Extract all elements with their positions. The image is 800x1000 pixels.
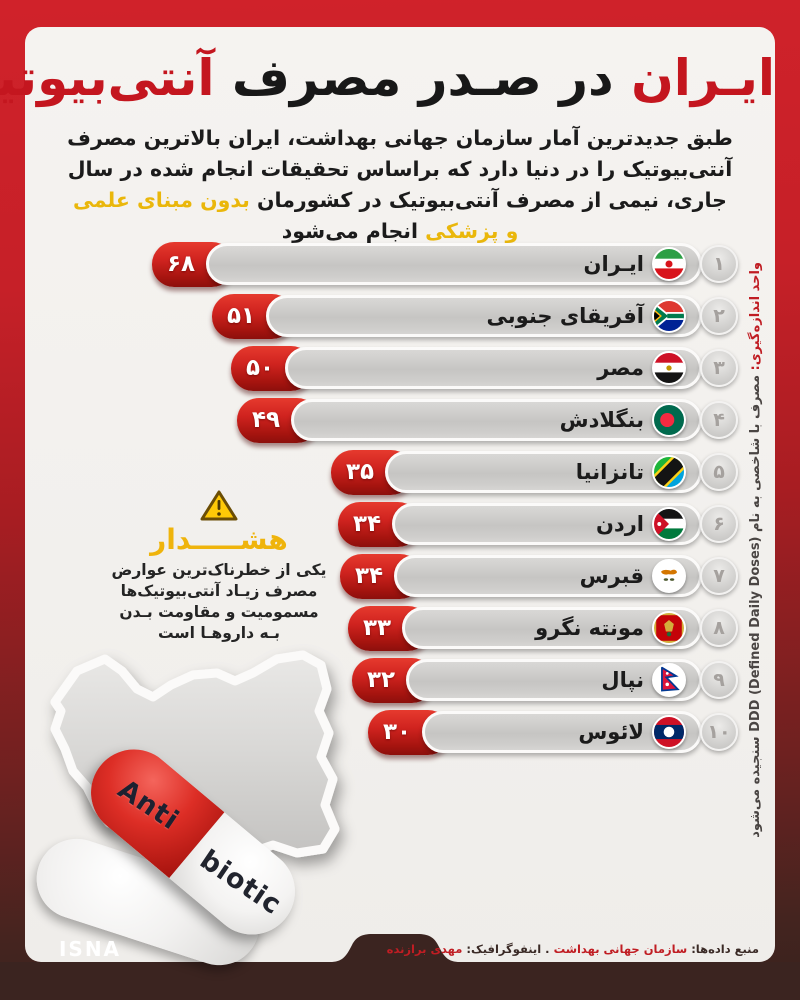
bar-value: ۳۴ <box>352 511 382 537</box>
bar-row: ۳۴ ۶ اردن <box>25 502 775 547</box>
rank-badge: ۴ <box>700 401 738 439</box>
bar-row: ۳۲ ۹ نپال <box>25 658 775 703</box>
flag-icon-bangladesh <box>652 403 686 437</box>
warning-line: مصرف زیـاد آنتی‌بیوتیک‌ها <box>120 582 318 600</box>
bar-row: ۴۹ ۴ بنگلادش <box>25 398 775 443</box>
credit-line: منبع داده‌ها: سازمان جهانی بهداشت . اینف… <box>387 942 759 956</box>
bar-row: ۵۱ ۲ آفریقای جنوبی <box>25 294 775 339</box>
country-label: تانزانیا <box>575 460 644 484</box>
subtitle: طبق جدیدترین آمار سازمان جهانی بهداشت، ا… <box>65 123 735 247</box>
credit-segment: منبع داده‌ها: <box>687 942 759 956</box>
bar-row: ۵۰ ۳ مصر <box>25 346 775 391</box>
bar-track <box>394 555 702 597</box>
rank-badge: ۵ <box>700 453 738 491</box>
warning-title: هشـــــدار <box>150 523 288 556</box>
bar-row: ۳۰ ۱۰ لائوس <box>25 710 775 755</box>
rank-badge: ۹ <box>700 661 738 699</box>
flag-icon-tanzania <box>652 455 686 489</box>
bar-value: ۳۵ <box>345 459 375 485</box>
country-label: قبرس <box>579 564 644 588</box>
bar-value: ۴۹ <box>251 407 281 433</box>
footer-strip <box>0 962 800 1000</box>
subtitle-highlight: بدون مبنای علمی و پزشکی <box>73 188 519 243</box>
isna-logo-bump <box>330 934 460 962</box>
bar-value: ۳۴ <box>354 563 384 589</box>
country-label: بنگلادش <box>559 408 644 432</box>
warning-line: یکی از خطرناک‌ترین عوارض <box>111 561 327 579</box>
bar-value: ۳۳ <box>362 615 392 641</box>
bar-row: ۳۵ ۵ تانزانیا <box>25 450 775 495</box>
flag-icon-montenegro <box>652 611 686 645</box>
subtitle-suffix: انجام می‌شود <box>281 219 426 243</box>
rank-badge: ۱ <box>700 245 738 283</box>
bar-track <box>385 451 702 493</box>
title-part: در صـدر مصرف <box>214 49 632 107</box>
bar-row: ۳۳ ۸ مونته نگرو <box>25 606 775 651</box>
bar-value: ۳۲ <box>366 667 396 693</box>
credit-segment: اینفوگرافیک: <box>462 942 542 956</box>
country-label: لائوس <box>578 720 644 744</box>
warning-line: بـه داروهـا است <box>158 624 280 642</box>
rank-badge: ۲ <box>700 297 738 335</box>
isna-logo: ISNA <box>58 937 122 961</box>
bar-row: ۳۴ ۷ قبرس <box>25 554 775 599</box>
country-label: نپال <box>601 668 644 692</box>
flag-icon-laos <box>652 715 686 749</box>
country-label: آفریقای جنوبی <box>486 304 644 328</box>
rank-badge: ۸ <box>700 609 738 647</box>
flag-icon-cyprus <box>652 559 686 593</box>
country-label: مونته نگرو <box>535 616 644 640</box>
warning-line: مسمومیت و مقاومت بـدن <box>119 603 319 621</box>
bar-track <box>285 347 702 389</box>
warning-block: هشـــــدار یکی از خطرناک‌ترین عوارض مصرف … <box>83 490 355 644</box>
flag-icon-southafrica <box>652 299 686 333</box>
title-part: ایـران <box>631 49 776 107</box>
country-label: مصر <box>597 356 644 380</box>
rank-badge: ۱۰ <box>700 713 738 751</box>
flag-icon-iran <box>652 247 686 281</box>
country-label: اردن <box>596 512 644 536</box>
bar-value: ۵۱ <box>226 303 256 329</box>
bar-row: ۶۸ ۱ ایـران <box>25 242 775 287</box>
rank-badge: ۷ <box>700 557 738 595</box>
country-label: ایـران <box>583 252 644 276</box>
page-title: ایـران در صـدر مصرف آنتی‌بیوتیک <box>0 49 776 107</box>
bar-value: ۵۰ <box>245 355 275 381</box>
bar-chart: ۶۸ ۱ ایـران ۵۱ ۲ آفریقای جنوبی ۵۰ ۳ مصر ۴۹ ۴ بنگلاد… <box>25 27 775 962</box>
credit-segment: سازمان جهانی بهداشت <box>553 942 688 956</box>
title-part: آنتی‌بیوتیک <box>0 49 216 107</box>
rank-badge: ۶ <box>700 505 738 543</box>
flag-icon-egypt <box>652 351 686 385</box>
credit-segment: . <box>541 942 554 956</box>
credit-segment: مهدی برازنده <box>386 942 463 956</box>
bar-value: ۶۸ <box>166 251 196 277</box>
flag-icon-jordan <box>652 507 686 541</box>
subtitle-prefix: طبق جدیدترین آمار سازمان جهانی بهداشت، ا… <box>67 126 733 212</box>
bar-track <box>266 295 702 337</box>
infographic-card: ایـران در صـدر مصرف آنتی‌بیوتیک طبق جدید… <box>0 27 776 976</box>
bar-value: ۳۰ <box>382 719 412 745</box>
bar-track <box>291 399 702 441</box>
warning-triangle-icon <box>200 490 238 521</box>
rank-badge: ۳ <box>700 349 738 387</box>
flag-icon-nepal <box>652 663 686 697</box>
bar-track <box>206 243 702 285</box>
warning-lines: یکی از خطرناک‌ترین عوارض مصرف زیـاد آنتی‌… <box>83 560 355 644</box>
